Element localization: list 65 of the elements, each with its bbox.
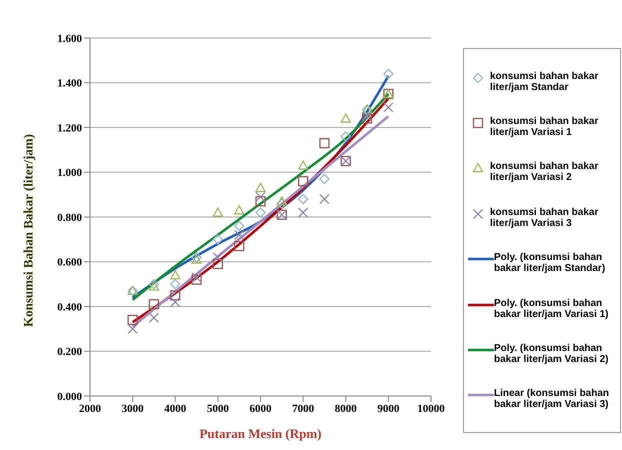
point xyxy=(255,196,266,206)
point xyxy=(255,192,266,202)
point xyxy=(255,207,266,218)
point xyxy=(276,196,287,206)
point xyxy=(170,270,180,280)
x-tick-label: 2000 xyxy=(79,402,102,415)
point xyxy=(298,176,308,186)
point xyxy=(362,111,372,122)
y-tick-label: 1.600 xyxy=(57,32,82,45)
legend-label: Poly. (konsumsi bahan bakar liter/jam Variasi 2) xyxy=(494,342,610,365)
y-axis-title: Konsumsi Bahan Bakar (liter/jam) xyxy=(20,134,36,327)
point xyxy=(362,113,372,124)
x-tick-label: 6000 xyxy=(250,402,272,415)
point xyxy=(276,198,287,209)
point xyxy=(319,138,330,148)
x-axis-title: Putaran Mesin (Rpm) xyxy=(199,426,322,441)
point xyxy=(319,194,330,204)
x-tick-label: 10000 xyxy=(417,402,446,415)
point xyxy=(234,240,244,252)
point xyxy=(128,324,138,334)
legend-label: Poly. (konsumsi bahan bakar liter/jam Standar) xyxy=(494,252,606,274)
point xyxy=(298,160,308,170)
point xyxy=(340,131,351,142)
legend-label: Poly. (konsumsi bahan bakar liter/jam Variasi 1) xyxy=(494,298,610,320)
y-tick-label: 0.400 xyxy=(57,301,82,314)
x-tick-label: 8000 xyxy=(334,402,358,415)
point xyxy=(191,274,202,285)
legend-label: Linear (konsumsi bahan bakar liter/jam Variasi 3) xyxy=(494,388,610,410)
point xyxy=(170,296,180,308)
point xyxy=(191,272,202,283)
point xyxy=(148,312,160,323)
y-tick-label: 1.400 xyxy=(57,78,82,90)
point xyxy=(234,220,244,232)
y-tick-label: 0.800 xyxy=(57,212,82,224)
legend-label: konsumsi bahan bakar liter/jam Variasi 2 xyxy=(490,161,600,184)
point xyxy=(170,279,180,290)
legend-label: konsumsi bahan bakar liter/jam Standar xyxy=(490,70,600,93)
point xyxy=(340,113,351,123)
y-tick-label: 1.000 xyxy=(57,167,82,180)
point xyxy=(148,299,160,310)
point xyxy=(212,207,223,217)
x-tick-label: 5000 xyxy=(206,402,230,415)
y-tick-label: 0.200 xyxy=(57,346,82,358)
point xyxy=(319,174,330,184)
legend-label: konsumsi bahan bakar liter/jam Variasi 1 xyxy=(490,116,600,138)
x-tick-label: 4000 xyxy=(164,402,187,415)
point xyxy=(383,68,394,79)
point xyxy=(234,230,244,240)
point xyxy=(128,314,138,326)
point xyxy=(298,207,308,218)
y-tick-label: 0.000 xyxy=(57,390,82,403)
point xyxy=(383,102,394,112)
point xyxy=(234,205,244,214)
x-tick-label: 7000 xyxy=(292,402,315,415)
y-tick-label: 1.200 xyxy=(57,122,82,134)
point xyxy=(298,194,308,204)
point xyxy=(212,252,223,262)
point xyxy=(212,234,223,244)
x-tick-label: 9000 xyxy=(377,402,400,415)
point xyxy=(170,290,180,300)
x-tick-label: 3000 xyxy=(122,402,144,415)
y-tick-label: 0.600 xyxy=(57,256,82,269)
point xyxy=(212,258,223,270)
legend-label: konsumsi bahan bakar liter/jam Variasi 3 xyxy=(490,206,600,229)
point xyxy=(255,182,266,192)
